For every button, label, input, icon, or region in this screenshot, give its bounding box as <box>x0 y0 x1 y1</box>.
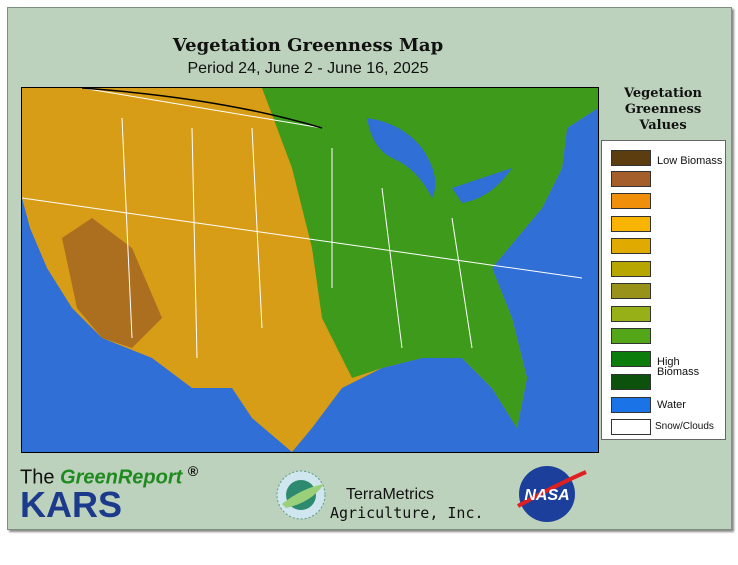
legend-swatch <box>611 328 651 344</box>
legend-label: Low Biomass <box>657 155 723 167</box>
legend-swatch <box>611 261 651 277</box>
legend-swatch <box>611 283 651 299</box>
org-name: KARS <box>20 484 123 525</box>
brand: The GreenReport ® <box>20 463 198 490</box>
legend-swatch <box>611 374 651 390</box>
legend: Low Biomass High Biomass Water Snow/Clouds <box>601 140 726 440</box>
legend-swatch <box>611 351 651 367</box>
map-title: Vegetation Greenness Map <box>172 35 444 56</box>
partner-line1: TerraMetrics <box>346 486 435 503</box>
legend-swatch <box>611 171 651 187</box>
legend-swatch <box>611 419 651 435</box>
legend-swatch <box>611 306 651 322</box>
brand-name: GreenReport <box>60 466 183 489</box>
legend-label: Water <box>657 399 686 411</box>
legend-label: Snow/Clouds <box>655 421 714 432</box>
brand-mark: ® <box>187 463 199 479</box>
national-border <box>81 88 323 129</box>
legend-swatch <box>611 397 651 413</box>
land-east <box>262 88 598 428</box>
brand-prefix: The <box>20 466 55 489</box>
terrametrics-logo <box>276 470 326 520</box>
legend-swatch <box>611 238 651 254</box>
nasa-logo: NASA <box>517 466 587 522</box>
partner-line2: Agriculture, Inc. <box>330 504 484 522</box>
arid <box>62 218 162 348</box>
legend-swatch <box>611 150 651 166</box>
lakes <box>367 118 512 203</box>
legend-label: High Biomass <box>657 356 700 378</box>
borders <box>22 88 583 359</box>
legend-swatch <box>611 216 651 232</box>
map-image <box>21 87 599 453</box>
map-subtitle: Period 24, June 2 - June 16, 2025 <box>187 60 429 77</box>
legend-swatch <box>611 193 651 209</box>
agency-name: NASA <box>524 487 569 504</box>
legend-title: Vegetation Greenness Values <box>623 86 703 133</box>
